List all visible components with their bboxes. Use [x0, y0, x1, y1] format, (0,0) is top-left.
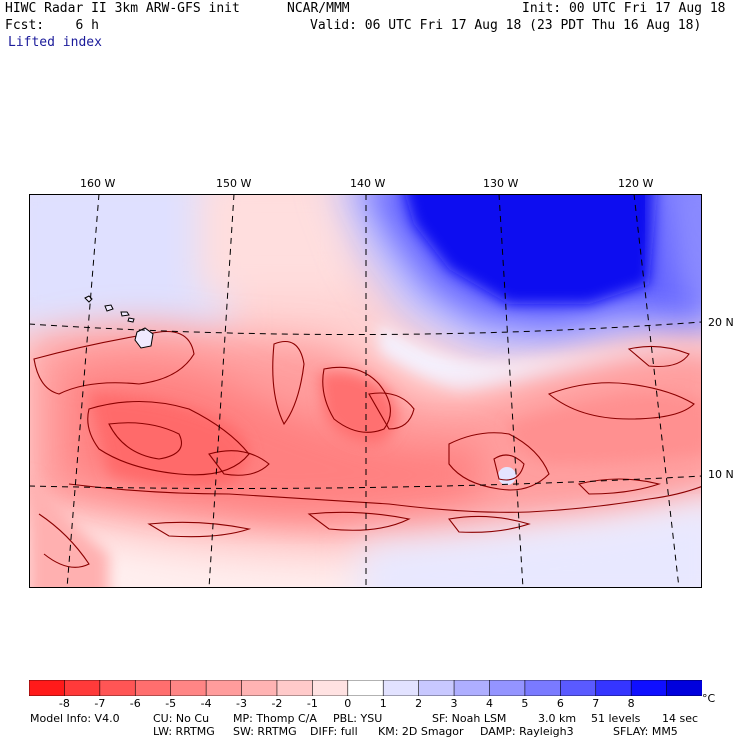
colorbar-swatch — [170, 680, 207, 696]
footer-sw: SW: RRTMG — [233, 725, 297, 738]
colorbar-tick-label: 4 — [485, 697, 493, 710]
colorbar-swatch — [560, 680, 597, 696]
island-outlines — [84, 295, 154, 349]
colorbar-tick-label: -1 — [306, 697, 318, 710]
colorbar-tick-label: 2 — [415, 697, 423, 710]
colorbar-swatch — [524, 680, 562, 696]
colorbar-tick-label: -5 — [165, 697, 177, 710]
colorbar-tick-label: -2 — [271, 697, 283, 710]
footer-damp: DAMP: Rayleigh3 — [480, 725, 574, 738]
colorbar-swatch — [205, 680, 243, 696]
footer-diff: DIFF: full — [310, 725, 358, 738]
lon-label-140w: 140 W — [350, 177, 386, 190]
colorbar-tick-label: 5 — [521, 697, 529, 710]
lon-label-160w: 160 W — [80, 177, 116, 190]
lon-label-130w: 130 W — [483, 177, 519, 190]
colorbar-tick-label: 3 — [450, 697, 458, 710]
colorbar — [29, 680, 702, 696]
colorbar-swatch — [312, 680, 349, 696]
colorbar-swatch — [64, 680, 101, 696]
colorbar-swatch — [29, 680, 66, 696]
colorbar-swatch — [595, 680, 632, 696]
valid-time: Valid: 06 UTC Fri 17 Aug 18 (23 PDT Thu … — [310, 18, 702, 33]
colorbar-swatch — [382, 680, 420, 696]
lifted-index-map — [29, 194, 702, 588]
colorbar-unit: °C — [702, 692, 716, 705]
colorbar-swatch — [134, 680, 172, 696]
forecast-hour: Fcst: 6 h — [5, 18, 99, 33]
colorbar-swatch — [489, 680, 526, 696]
footer-km: KM: 2D Smagor — [378, 725, 464, 738]
colorbar-tick-label: 7 — [592, 697, 600, 710]
colorbar-swatch — [347, 680, 385, 696]
colorbar-tick-label: 8 — [627, 697, 635, 710]
colorbar-tick-label: -3 — [236, 697, 247, 710]
colorbar-swatch — [666, 680, 702, 696]
lat-label-20n: 20 N — [708, 316, 734, 329]
field-shading — [29, 194, 702, 588]
lon-label-150w: 150 W — [216, 177, 252, 190]
colorbar-tick-label: -7 — [94, 697, 106, 710]
colorbar-swatch — [418, 680, 455, 696]
lon-label-120w: 120 W — [618, 177, 654, 190]
colorbar-tick-label: 0 — [344, 697, 352, 710]
footer-pbl: PBL: YSU — [333, 712, 383, 725]
init-time: Init: 00 UTC Fri 17 Aug 18 — [522, 1, 726, 16]
org-label: NCAR/MMM — [287, 1, 350, 16]
footer-levels: 51 levels — [591, 712, 641, 725]
footer-cu: CU: No Cu — [153, 712, 210, 725]
footer-sflay: SFLAY: MM5 — [613, 725, 678, 738]
lat-label-10n: 10 N — [708, 468, 734, 481]
footer-timestep: 14 sec — [662, 712, 699, 725]
contour-lines — [33, 330, 702, 568]
footer-lw: LW: RRTMG — [153, 725, 215, 738]
footer-model-info: Model Info: V4.0 — [30, 712, 120, 725]
colorbar-swatch — [453, 680, 491, 696]
footer-mp: MP: Thomp C/A — [233, 712, 317, 725]
footer-resolution: 3.0 km — [538, 712, 577, 725]
colorbar-tick-label: 6 — [556, 697, 564, 710]
colorbar-swatch — [276, 680, 314, 696]
colorbar-swatch — [241, 680, 278, 696]
colorbar-tick-label: 1 — [379, 697, 387, 710]
colorbar-tick-label: -4 — [200, 697, 212, 710]
colorbar-tick-label: -6 — [129, 697, 141, 710]
model-title: HIWC Radar II 3km ARW-GFS init — [5, 1, 240, 16]
colorbar-swatch — [630, 680, 668, 696]
colorbar-tick-label: -8 — [58, 697, 70, 710]
field-name: Lifted index — [8, 35, 102, 50]
colorbar-swatch — [99, 680, 137, 696]
graticule — [29, 194, 702, 588]
footer-sf: SF: Noah LSM — [432, 712, 507, 725]
